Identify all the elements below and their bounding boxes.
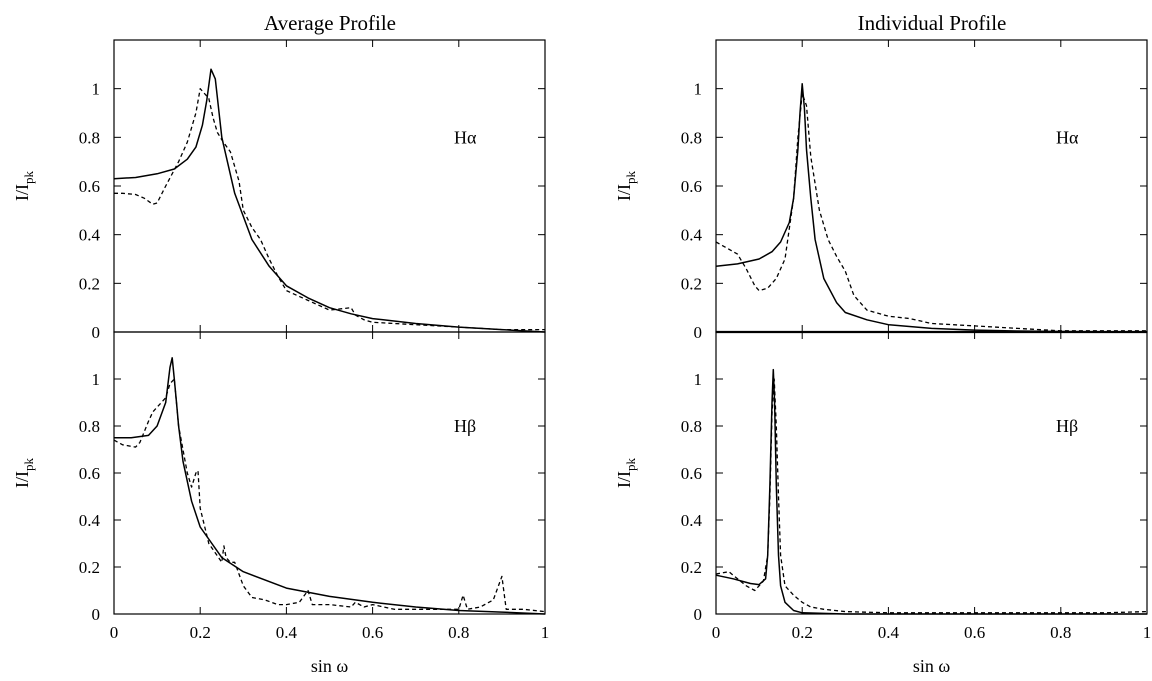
series-solid-line xyxy=(715,83,1148,333)
y-tick-label: 0.8 xyxy=(79,417,100,436)
x-tick-label: 0.8 xyxy=(1050,623,1071,642)
y-tick-label: 0.4 xyxy=(79,511,101,530)
y-tick-label: 0.6 xyxy=(681,177,702,196)
plot-frame xyxy=(113,331,546,615)
x-tick-label: 0.2 xyxy=(792,623,813,642)
y-tick-label: 0.4 xyxy=(681,226,703,245)
y-tick-label: 1 xyxy=(92,80,101,99)
y-tick-label: 0.2 xyxy=(79,274,100,293)
plot-frame xyxy=(715,39,1148,333)
y-axis-label-main: I/I xyxy=(614,471,634,488)
line-annotation: Hα xyxy=(1056,127,1079,147)
x-tick-label: 0.4 xyxy=(878,623,900,642)
x-tick-label: 0 xyxy=(110,623,119,642)
series-solid-line xyxy=(715,368,1147,615)
y-axis-label-sub: pk xyxy=(21,458,36,472)
line-annotation: Hα xyxy=(454,127,477,147)
panel-average-hbeta: 0 0.2 0.4 0.6 0.8 1 0 0.2 0.4 0.6 0.8 1 Hβ I/Ipk sin ω xyxy=(12,331,550,676)
x-tick-label: 0.8 xyxy=(448,623,469,642)
y-tick-label: 0.8 xyxy=(79,128,100,147)
y-tick-label: 0 xyxy=(694,605,703,624)
y-tick-label: 0 xyxy=(92,605,101,624)
plot-frame xyxy=(715,331,1148,615)
y-tick-label: 0.8 xyxy=(681,417,702,436)
y-axis-label-sub: pk xyxy=(623,458,638,472)
y-tick-label: 0 xyxy=(92,323,101,342)
y-tick-label: 0.4 xyxy=(79,226,101,245)
y-axis-label-sub: pk xyxy=(623,171,638,185)
series-solid-line xyxy=(114,357,546,615)
x-tick-label: 0.6 xyxy=(964,623,985,642)
x-tick-label: 0.2 xyxy=(190,623,211,642)
panel-individual-hbeta: 0 0.2 0.4 0.6 0.8 1 0 0.2 0.4 0.6 0.8 1 Hβ I/Ipk sin ω xyxy=(614,331,1152,676)
x-tick-label: 0.4 xyxy=(276,623,298,642)
x-axis-label: sin ω xyxy=(311,656,349,676)
y-axis-label: I/Ipk xyxy=(12,171,36,202)
y-tick-label: 1 xyxy=(694,80,703,99)
panel-individual-halpha: 0 0.2 0.4 0.6 0.8 1 Hα I/Ipk xyxy=(614,39,1148,342)
y-axis-label-main: I/I xyxy=(12,471,32,488)
x-tick-label: 1 xyxy=(541,623,550,642)
y-axis-label-main: I/I xyxy=(614,184,634,201)
y-axis-label-main: I/I xyxy=(12,184,32,201)
x-tick-label: 0.6 xyxy=(362,623,383,642)
panel-average-halpha: 0 0.2 0.4 0.6 0.8 1 Hα I/Ipk xyxy=(12,39,546,342)
title-individual-profile: Individual Profile xyxy=(858,11,1007,35)
y-axis-label: I/Ipk xyxy=(12,458,36,489)
series-dashed-line xyxy=(114,88,545,331)
y-tick-label: 0.8 xyxy=(681,128,702,147)
line-annotation: Hβ xyxy=(454,416,476,436)
y-axis-label-sub: pk xyxy=(21,171,36,185)
y-axis-label: I/Ipk xyxy=(614,171,638,202)
line-annotation: Hβ xyxy=(1056,416,1078,436)
y-tick-label: 0.4 xyxy=(681,511,703,530)
series-dashed-line xyxy=(715,378,1148,614)
y-tick-label: 0.2 xyxy=(681,558,702,577)
y-tick-label: 0 xyxy=(694,323,703,342)
series-dashed-line xyxy=(113,378,546,613)
y-tick-label: 0.6 xyxy=(79,177,100,196)
x-tick-label: 0 xyxy=(712,623,721,642)
y-tick-label: 1 xyxy=(92,370,101,389)
y-tick-label: 0.2 xyxy=(79,558,100,577)
title-average-profile: Average Profile xyxy=(264,11,396,35)
series-dashed-line xyxy=(715,92,1147,332)
y-axis-label: I/Ipk xyxy=(614,458,638,489)
y-tick-label: 1 xyxy=(694,370,703,389)
y-tick-label: 0.6 xyxy=(79,464,100,483)
x-axis-label: sin ω xyxy=(913,656,951,676)
y-tick-label: 0.2 xyxy=(681,274,702,293)
y-tick-label: 0.6 xyxy=(681,464,702,483)
x-tick-label: 1 xyxy=(1143,623,1152,642)
series-solid-line xyxy=(113,68,546,333)
plot-frame xyxy=(113,39,546,333)
